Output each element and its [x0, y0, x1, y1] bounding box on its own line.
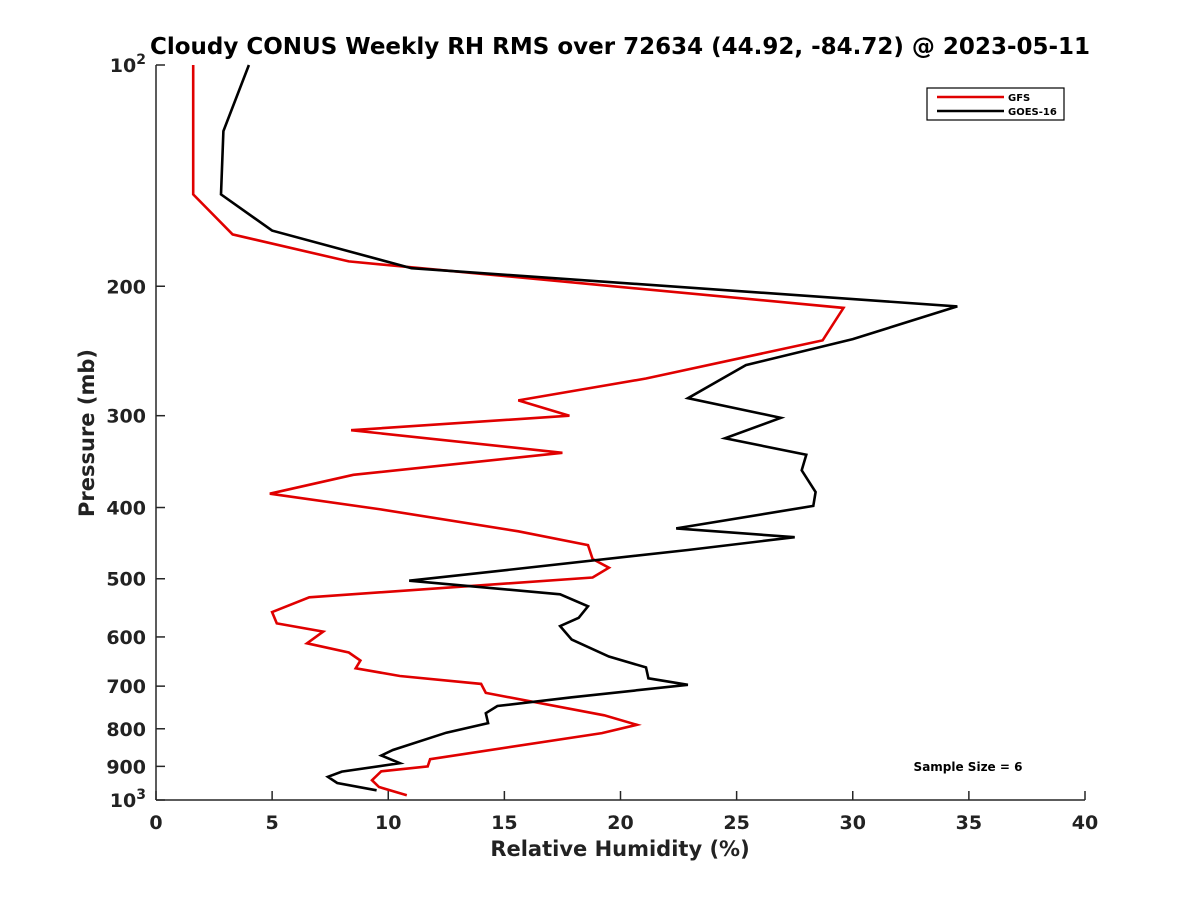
sample-size-annotation: Sample Size = 6	[914, 760, 1023, 774]
y-tick-label: 400	[106, 498, 146, 520]
y-tick-label: 900	[106, 756, 146, 778]
x-tick-label: 35	[956, 812, 982, 834]
y-tick-label: 800	[106, 719, 146, 741]
x-tick-label: 0	[149, 812, 162, 834]
x-axis-ticks: 0 5 10 15 20 25 30 35 40	[149, 791, 1098, 834]
y-axis-label: Pressure (mb)	[75, 349, 99, 517]
x-tick-label: 5	[266, 812, 279, 834]
legend-box	[926, 87, 1065, 121]
legend-label-goes16: GOES-16	[1008, 107, 1057, 118]
x-tick-label: 40	[1072, 812, 1098, 834]
y-tick-label: 600	[106, 627, 146, 649]
legend-label-gfs: GFS	[1008, 93, 1030, 104]
chart-title: Cloudy CONUS Weekly RH RMS over 72634 (4…	[150, 34, 1090, 60]
x-axis-label: Relative Humidity (%)	[490, 837, 749, 861]
x-tick-label: 10	[375, 812, 401, 834]
y-tick-label: 102	[110, 52, 146, 77]
series-line-goes16	[219, 64, 958, 792]
y-tick-label: 300	[106, 406, 146, 428]
series-line-gfs	[191, 65, 846, 797]
legend: GFS GOES-16	[926, 87, 1065, 121]
x-tick-label: 15	[491, 812, 517, 834]
series-lines	[191, 64, 958, 797]
x-tick-label: 20	[607, 812, 633, 834]
y-tick-label: 500	[106, 569, 146, 591]
x-tick-label: 25	[723, 812, 749, 834]
x-tick-label: 30	[840, 812, 866, 834]
y-tick-label: 103	[110, 787, 146, 812]
y-tick-label: 200	[106, 276, 146, 298]
y-axis-ticks: 102 200 300 400 500 600 700 800 900 103	[106, 52, 165, 812]
y-tick-label: 700	[106, 676, 146, 698]
